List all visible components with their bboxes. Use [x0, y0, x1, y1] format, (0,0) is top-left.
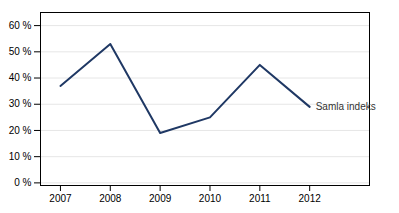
svg-text:40 %: 40 %	[9, 72, 32, 83]
svg-text:2011: 2011	[249, 193, 271, 204]
svg-text:Samla indeks: Samla indeks	[316, 101, 376, 112]
svg-text:0 %: 0 %	[14, 177, 31, 188]
svg-text:2010: 2010	[199, 193, 222, 204]
svg-text:20 %: 20 %	[9, 125, 32, 136]
svg-text:10 %: 10 %	[9, 151, 32, 162]
svg-text:2009: 2009	[149, 193, 172, 204]
svg-text:60 %: 60 %	[9, 20, 32, 31]
svg-text:2007: 2007	[49, 193, 72, 204]
svg-text:2008: 2008	[99, 193, 122, 204]
svg-text:2012: 2012	[299, 193, 322, 204]
svg-text:50 %: 50 %	[9, 46, 32, 57]
svg-text:30 %: 30 %	[9, 98, 32, 109]
